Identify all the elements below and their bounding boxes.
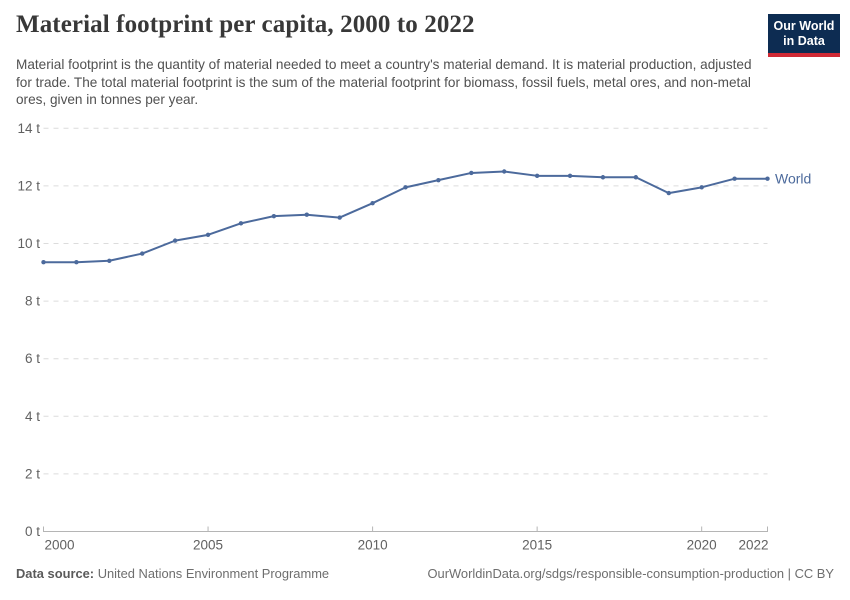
- y-axis-tick-label: 4 t: [25, 409, 40, 424]
- owid-logo-line1: Our World: [773, 19, 835, 33]
- x-axis-tick-label: 2000: [45, 538, 75, 553]
- attribution-link[interactable]: OurWorldinData.org/sdgs/responsible-cons…: [427, 566, 835, 581]
- data-point-world-2000[interactable]: [41, 260, 46, 265]
- owid-logo-line2: in Data: [783, 34, 825, 48]
- data-point-world-2008[interactable]: [304, 212, 309, 217]
- series-label-world[interactable]: World: [775, 170, 811, 186]
- y-axis-tick-label: 2 t: [25, 466, 40, 481]
- data-point-world-2021[interactable]: [732, 176, 737, 181]
- data-point-world-2019[interactable]: [666, 190, 671, 196]
- x-axis-tick-label: 2010: [358, 538, 388, 553]
- data-point-world-2010[interactable]: [370, 200, 375, 206]
- data-point-world-2003[interactable]: [140, 251, 145, 256]
- x-axis-line: [43, 526, 768, 532]
- data-point-world-2005[interactable]: [205, 232, 211, 238]
- data-source: Data source: United Nations Environment …: [16, 566, 329, 581]
- data-point-world-2018[interactable]: [633, 175, 639, 180]
- y-axis-tick-label: 14 t: [17, 121, 40, 136]
- y-axis-tick-label: 6 t: [25, 351, 40, 366]
- data-point-world-2007[interactable]: [271, 213, 277, 219]
- chart-footer: Data source: United Nations Environment …: [16, 566, 834, 581]
- series-line-world[interactable]: [42, 170, 769, 264]
- y-axis-tick-label: 12 t: [17, 178, 40, 193]
- chart-subtitle: Material footprint is the quantity of ma…: [16, 57, 752, 108]
- x-axis-tick-label: 2005: [193, 538, 223, 553]
- data-point-world-2015[interactable]: [534, 173, 540, 179]
- y-axis-tick-label: 10 t: [17, 236, 40, 251]
- data-point-world-2013[interactable]: [469, 170, 474, 176]
- x-axis-tick-label: 2015: [522, 538, 552, 553]
- y-axis-tick-label: 0 t: [25, 524, 40, 539]
- data-point-world-2014[interactable]: [502, 169, 507, 174]
- data-point-world-2002[interactable]: [107, 258, 112, 263]
- data-point-world-2011[interactable]: [403, 185, 408, 190]
- data-point-world-2009[interactable]: [337, 215, 342, 220]
- x-axis-tick-label: 2022: [738, 538, 768, 553]
- data-point-world-2012[interactable]: [436, 177, 441, 183]
- data-point-world-2004[interactable]: [172, 238, 178, 243]
- data-point-world-2017[interactable]: [600, 175, 606, 180]
- data-point-world-2001[interactable]: [74, 260, 79, 265]
- data-point-world-2006[interactable]: [238, 221, 244, 226]
- data-point-world-2016[interactable]: [567, 173, 573, 179]
- data-point-world-2020[interactable]: [699, 185, 704, 190]
- x-axis-tick-label: 2020: [687, 538, 717, 553]
- data-source-value: United Nations Environment Programme: [97, 566, 330, 581]
- data-source-label: Data source:: [16, 566, 95, 581]
- owid-logo[interactable]: Our World in Data: [768, 14, 840, 57]
- data-point-world-2022[interactable]: [765, 176, 770, 181]
- y-axis-tick-label: 8 t: [25, 294, 40, 309]
- page-title: Material footprint per capita, 2000 to 2…: [16, 11, 475, 38]
